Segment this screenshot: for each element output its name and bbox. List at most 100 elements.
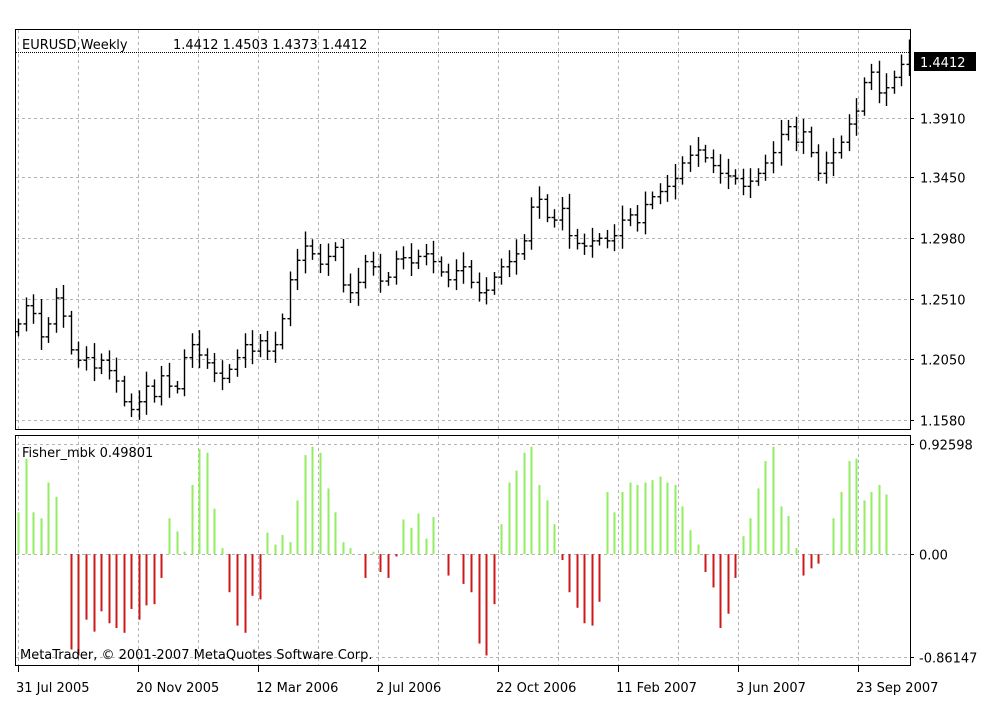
ohlc-bar [415,249,422,269]
indicator-axis[interactable]: 0.92598 0.00 -0.86147 [910,439,977,667]
ohlc-bar [619,205,626,249]
time-tick-label: 22 Oct 2006 [496,681,576,696]
ohlc-bar [906,39,910,77]
price-tick-label: 1.1580 [920,415,966,430]
ohlc-bar [309,239,316,260]
ohlc-bar [60,284,67,328]
ohlc-bar [400,246,407,270]
ohlc-bar [898,54,905,87]
ohlc-bar [325,243,332,276]
ohlc-bar [657,183,664,205]
ohlc-bar [483,277,490,305]
time-tick-label: 3 Jun 2007 [736,681,806,696]
ohlc-bar [596,233,603,246]
ohlc-bar [642,191,649,235]
time-tick-label: 20 Nov 2005 [136,681,219,696]
indicator-tick-label: 0.00 [919,549,948,564]
main-panel[interactable] [15,29,911,430]
ohlc-bar [355,267,362,306]
time-axis[interactable]: 31 Jul 2005 20 Nov 2005 12 Mar 2006 2 Jul 2… [16,666,938,696]
ohlc-bar [649,191,656,210]
indicator-tick-label: 0.92598 [919,439,973,454]
ohlc-bar [695,137,702,167]
price-tick-label: 1.2510 [920,294,966,309]
ohlc-bar [808,126,815,158]
ohlc-bar [257,334,264,358]
ohlc-bar [272,331,279,363]
ohlc-bar [574,228,581,250]
price-tick-label: 1.3450 [920,172,966,187]
ohlc-bar [876,60,883,104]
ohlc-bar [740,168,747,196]
price-tick-label: 1.2050 [920,354,966,369]
ohlc-bar [823,151,830,184]
price-axis[interactable]: 1.3910 1.3450 1.2980 1.2510 1.2050 1.1580 [910,113,966,430]
ohlc-bar [106,350,113,380]
ohlc-bar [604,229,611,249]
ohlc-bar [868,63,875,91]
ohlc-bar [815,144,822,181]
ohlc-bar [672,164,679,200]
ohlc-bar [732,169,739,185]
time-tick-label: 2 Jul 2006 [376,681,441,696]
ohlc-bar [136,390,143,420]
ohlc-bar [226,364,233,384]
ohlc-bar [687,145,694,172]
ohlc-bar [846,114,853,152]
time-tick-label: 23 Sep 2007 [856,681,938,696]
main-grid [16,30,910,429]
ohlc-bar [513,239,520,275]
ohlc-bar [242,333,249,368]
ohlc-bar [279,313,286,350]
ohlc-bar [181,349,188,397]
indicator-panel[interactable] [15,435,911,666]
ohlc-bar [453,259,460,291]
ohlc-bar [702,144,709,163]
ohlc-bar [189,333,196,368]
ohlc-bar [491,271,498,295]
ohlc-bar [294,248,301,291]
ohlc-bar [544,194,551,223]
ohlc-bar [664,174,671,202]
ohlc-bar [725,158,732,190]
price-tick-label: 1.3910 [920,113,966,128]
ohlc-bar [770,141,777,174]
ohlc-bar [75,341,82,368]
ohlc-bar [68,310,75,355]
ohlc-bar [166,362,173,398]
ohlc-bar [121,375,128,407]
ohlc-bar [302,231,309,274]
ohlc-bar [861,77,868,116]
fisher-histogram [17,446,888,656]
ohlc-bar [83,346,90,371]
ohlc-bar [498,258,505,285]
ohlc-bar [438,256,445,277]
ohlc-bar [30,294,37,324]
ohlc-bar [800,118,807,154]
ohlc-bar [717,154,724,184]
price-tick-label: 1.2980 [920,233,966,248]
ohlc-bar [196,330,203,369]
ohlc-bar [747,168,754,199]
ohlc-bar [53,288,60,333]
ohlc-bar [521,234,528,260]
ohlc-bar [264,330,271,361]
ohlc-bars [16,39,910,420]
ohlc-bar [174,380,181,394]
ohlc-bar [627,208,634,227]
ohlc-bar [793,116,800,152]
ohlc-bar [423,243,430,266]
ohlc-bar [476,272,483,302]
ohlc-bar [45,317,52,343]
ohlc-bar [151,379,158,403]
ohlc-bar [762,154,769,181]
copyright-text: MetaTrader, © 2001-2007 MetaQuotes Softw… [20,648,373,663]
time-tick-label: 11 Feb 2007 [616,681,697,696]
ohlc-bar [287,271,294,327]
ohlc-bar [589,227,596,258]
ohlc-bar [91,343,98,382]
ohlc-bar [219,360,226,391]
indicator-tick-label: -0.86147 [919,652,977,667]
ohlc-bar [536,186,543,219]
ohlc-bar [528,197,535,250]
